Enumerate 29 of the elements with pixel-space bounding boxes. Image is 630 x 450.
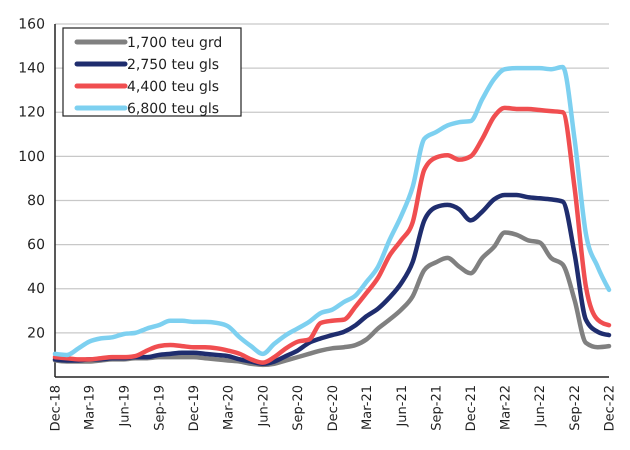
x-tick-label: Sep-19 (152, 385, 168, 431)
x-tick-label: Jun-21 (394, 385, 410, 428)
x-tick-label: Dec-20 (326, 385, 341, 432)
x-tick-label: Dec-22 (602, 385, 618, 432)
x-tick-label: Mar-22 (498, 385, 514, 430)
x-tick-label: Jun-19 (118, 385, 133, 428)
x-tick-label: Dec-19 (186, 385, 202, 432)
y-tick-label: 120 (18, 104, 45, 121)
x-tick-label: Dec-21 (464, 385, 480, 432)
x-tick-label: Mar-21 (360, 385, 375, 430)
x-tick-label: Sep-20 (291, 385, 306, 431)
x-tick-label: Jun-22 (533, 385, 548, 428)
legend-label: 2,750 teu gls (127, 56, 220, 73)
x-tick-label: Mar-20 (221, 385, 236, 430)
y-tick-label: 20 (27, 325, 45, 342)
y-tick-label: 100 (18, 148, 45, 165)
y-tick-label: 40 (27, 281, 45, 298)
x-tick-label: Dec-18 (48, 385, 64, 432)
y-tick-label: 140 (18, 60, 45, 77)
x-tick-label: Sep-21 (430, 385, 445, 431)
x-tick-label: Mar-19 (82, 385, 98, 430)
y-tick-label: 60 (27, 237, 45, 254)
legend-label: 6,800 teu gls (127, 100, 220, 117)
x-tick-label: Jun-20 (256, 385, 272, 428)
legend-label: 4,400 teu gls (127, 78, 220, 95)
y-tick-label: 160 (18, 16, 45, 32)
legend-label: 1,700 teu grd (127, 34, 222, 51)
y-tick-label: 80 (27, 192, 45, 209)
x-tick-label: Sep-22 (568, 385, 584, 431)
